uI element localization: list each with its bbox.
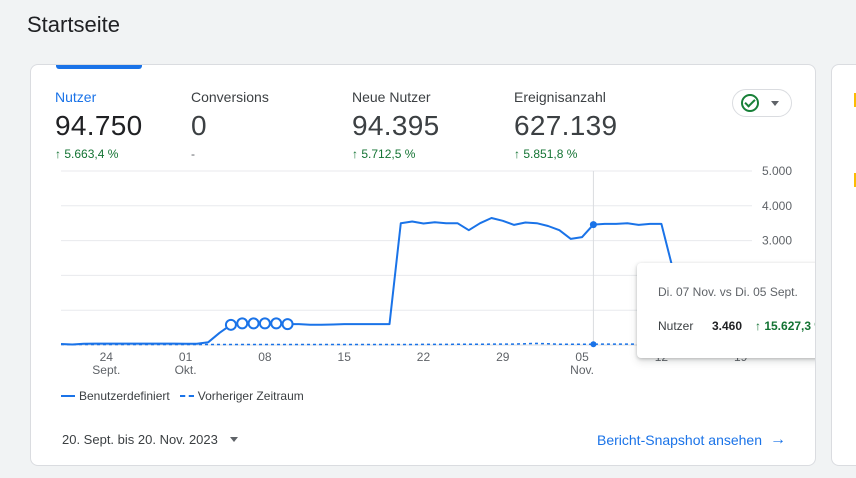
metric-value: 627.139 [514,110,618,141]
metric-delta: ↑ 5.851,8 % [514,147,578,161]
metric-tab-nutzer[interactable]: Nutzer 94.750 ↑ 5.663,4 % [55,89,142,161]
x-tick-sublabel: Sept. [92,363,120,377]
insights-status-button[interactable] [732,89,792,117]
x-tick-label: 15 [338,350,352,364]
x-tick-sublabel: Nov. [570,363,594,377]
legend-item-current: Benutzerdefiniert [61,389,170,403]
current-period-line [60,217,685,346]
legend-swatch-solid [61,395,75,397]
arrow-right-icon: → [770,431,786,448]
legend-label: Benutzerdefiniert [79,389,170,403]
x-tick-label: 22 [417,350,431,364]
data-marker [270,317,283,330]
metric-delta: - [191,147,195,161]
date-range-label: 20. Sept. bis 20. Nov. 2023 [62,432,218,447]
tooltip-delta: ↑ 15.627,3 % [755,319,815,333]
metric-tab-conversions[interactable]: Conversions 0 - [191,89,269,161]
x-tick-label: 29 [496,350,510,364]
data-marker [247,317,260,330]
metric-delta: ↑ 5.663,4 % [55,147,119,161]
chart-legend: Benutzerdefiniert Vorheriger Zeitraum [61,389,314,403]
page-title: Startseite [27,12,120,37]
metric-tab-neue-nutzer[interactable]: Neue Nutzer 94.395 ↑ 5.712,5 % [352,89,439,161]
metric-label: Ereignisanzahl [514,89,606,105]
y-tick-label: 3.000 [762,234,792,248]
tooltip-metric-label: Nutzer [658,319,694,333]
active-tab-indicator [56,65,142,69]
overview-card: Nutzer 94.750 ↑ 5.663,4 % Conversions 0 … [30,64,816,466]
chevron-down-icon [229,437,238,442]
hover-point-previous [590,341,597,348]
previous-period-line [61,342,685,346]
data-marker [258,317,271,330]
check-circle-icon [741,94,759,112]
x-tick-label: 05 [575,350,589,364]
date-range-selector[interactable]: 20. Sept. bis 20. Nov. 2023 [62,432,238,447]
side-card [831,64,856,466]
side-card-marker [854,93,856,107]
report-link-label: Bericht-Snapshot ansehen [597,432,762,448]
tooltip-value: 3.460 [712,319,743,333]
legend-item-previous: Vorheriger Zeitraum [179,389,304,403]
metric-delta: ↑ 5.712,5 % [352,147,416,161]
side-card-marker [854,173,856,187]
data-marker [224,318,237,331]
legend-label: Vorheriger Zeitraum [197,389,304,403]
metric-value: 94.750 [55,110,143,141]
view-report-link[interactable]: Bericht-Snapshot ansehen → [597,431,786,449]
legend-swatch-dashed [179,395,194,397]
x-tick-label: 08 [258,350,272,364]
hover-point-current [589,221,597,229]
metric-value: 0 [191,110,207,141]
chart-tooltip: Di. 07 Nov. vs Di. 05 Sept. Nutzer 3.460… [637,263,815,358]
x-tick-label: 01 [179,350,193,364]
tooltip-title: Di. 07 Nov. vs Di. 05 Sept. [658,285,798,299]
x-tick-label: 24 [100,350,114,364]
metric-label: Nutzer [55,89,97,105]
y-tick-label: 5.000 [762,165,792,178]
metric-label: Neue Nutzer [352,89,431,105]
metric-label: Conversions [191,89,269,105]
data-marker [236,317,249,330]
metric-tab-ereignisanzahl[interactable]: Ereignisanzahl 627.139 ↑ 5.851,8 % [514,89,617,161]
y-tick-label: 4.000 [762,199,792,213]
metric-value: 94.395 [352,110,440,141]
data-marker [281,318,294,331]
chevron-down-icon [771,101,779,106]
x-tick-sublabel: Okt. [175,363,197,377]
